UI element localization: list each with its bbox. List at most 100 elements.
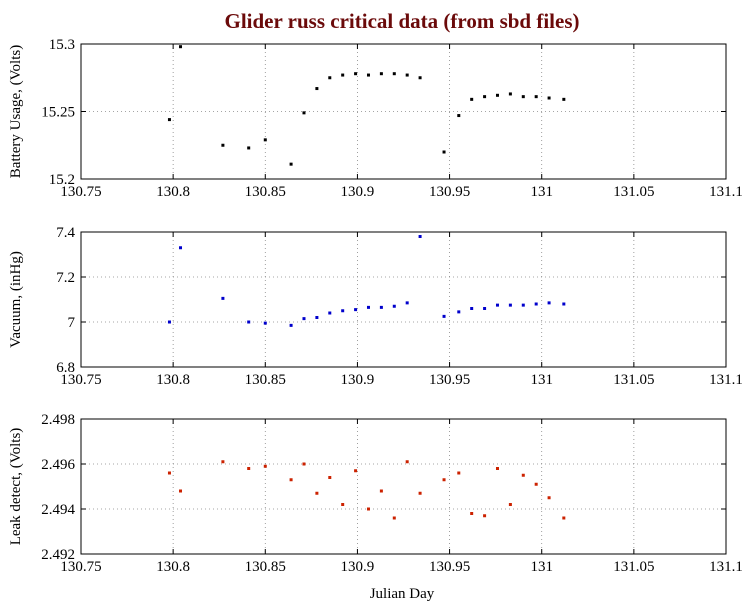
data-point — [289, 478, 293, 482]
data-point — [302, 462, 306, 466]
x-tick-label: 130.95 — [429, 184, 470, 200]
x-tick-label: 130.75 — [60, 372, 101, 388]
chart-title: Glider russ critical data (from sbd file… — [224, 9, 579, 33]
y-tick-label: 7.2 — [56, 270, 75, 286]
data-point — [167, 471, 171, 475]
data-point — [247, 146, 251, 150]
x-tick-label: 130.9 — [341, 184, 375, 200]
x-tick-label: 130.85 — [245, 372, 286, 388]
data-point — [354, 72, 358, 76]
y-tick-label: 2.496 — [41, 457, 75, 473]
data-point — [341, 73, 345, 77]
data-point — [442, 478, 446, 482]
data-point — [483, 307, 487, 310]
data-point — [328, 76, 332, 80]
data-point — [495, 93, 499, 97]
data-point — [521, 473, 525, 477]
data-point — [508, 92, 512, 96]
data-point — [221, 460, 225, 464]
y-tick-label: 7.4 — [56, 225, 75, 241]
data-point — [521, 95, 525, 99]
plot-frame — [80, 43, 727, 180]
data-point — [418, 491, 422, 495]
data-point — [167, 118, 171, 122]
x-tick-label: 131.05 — [613, 184, 654, 200]
data-point — [179, 489, 183, 493]
data-point — [495, 303, 499, 307]
data-point — [341, 309, 345, 313]
data-point — [354, 469, 358, 473]
x-tick-label: 131.05 — [613, 559, 654, 575]
x-tick-label: 130.95 — [429, 372, 470, 388]
data-point — [562, 516, 566, 520]
data-point — [547, 301, 551, 305]
data-point — [418, 76, 422, 80]
data-point — [457, 310, 461, 314]
y-tick-label: 15.25 — [41, 105, 75, 121]
data-point — [179, 246, 183, 250]
data-point — [418, 235, 422, 238]
data-point — [247, 320, 251, 324]
data-point — [379, 72, 383, 76]
data-point — [392, 516, 396, 520]
y-axis-label: Battery Usage, (Volts) — [8, 45, 24, 178]
panel-2: 130.75 130.8 130.85 130.9 130.95 131 131.05 131… — [8, 225, 743, 388]
x-tick-label: 130.85 — [245, 184, 286, 200]
data-point — [470, 307, 474, 310]
data-point — [392, 72, 396, 76]
data-point — [442, 150, 446, 154]
data-point — [562, 97, 566, 101]
x-tick-label: 131 — [530, 372, 553, 388]
data-point — [547, 496, 551, 500]
data-point — [221, 143, 225, 147]
data-point — [442, 314, 446, 318]
y-axis-label: Vacuum, (inHg) — [8, 251, 24, 348]
data-point — [263, 464, 267, 468]
data-point — [263, 138, 267, 142]
y-axis-label: Leak detect, (Volts) — [8, 428, 24, 546]
data-point — [562, 302, 566, 306]
x-tick-label: 130.8 — [156, 559, 190, 575]
data-point — [470, 512, 474, 515]
data-point — [521, 303, 525, 307]
data-point — [289, 162, 293, 166]
data-point — [179, 45, 183, 49]
data-point — [508, 303, 512, 307]
data-point — [221, 296, 225, 300]
data-point — [302, 317, 306, 321]
panel-3: 130.75 130.8 130.85 130.9 130.95 131 131.05 131… — [8, 412, 743, 575]
data-point — [457, 114, 461, 118]
data-point — [366, 507, 370, 511]
data-point — [405, 73, 409, 77]
x-tick-label: 131 — [530, 559, 553, 575]
data-point — [341, 503, 345, 506]
y-tick-label: 7 — [68, 315, 76, 331]
data-point — [247, 467, 251, 470]
y-tick-label: 2.498 — [41, 412, 75, 428]
data-point — [392, 304, 396, 308]
data-point — [315, 316, 319, 319]
x-tick-label: 130.85 — [245, 559, 286, 575]
data-point — [547, 96, 551, 100]
data-point — [534, 302, 538, 306]
x-tick-label: 130.9 — [341, 372, 375, 388]
data-point — [328, 311, 332, 315]
x-tick-label: 130.75 — [60, 559, 101, 575]
data-point — [263, 321, 267, 325]
x-tick-label: 131 — [530, 184, 553, 200]
x-tick-label: 131.1 — [709, 184, 743, 200]
plot-frame — [80, 418, 727, 555]
data-point — [483, 514, 487, 518]
y-tick-label: 6.8 — [56, 360, 75, 376]
data-point — [379, 489, 383, 493]
x-axis-label: Julian Day — [370, 586, 435, 602]
data-point — [366, 305, 370, 309]
x-tick-label: 131.05 — [613, 372, 654, 388]
x-tick-label: 130.9 — [341, 559, 375, 575]
y-tick-label: 15.3 — [49, 37, 75, 53]
data-point — [167, 320, 171, 324]
y-tick-label: 2.494 — [41, 502, 75, 518]
data-point — [354, 308, 358, 312]
data-point — [457, 471, 461, 475]
